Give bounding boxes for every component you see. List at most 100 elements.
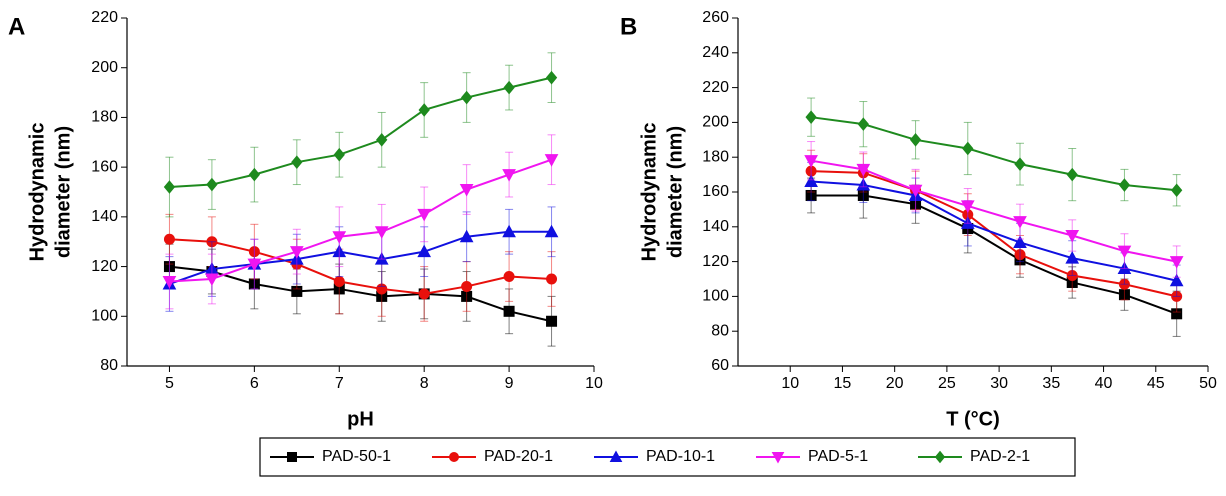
marker	[805, 110, 817, 124]
marker	[934, 450, 946, 464]
x-tick-label: 5	[165, 375, 174, 392]
y-tick-label: 100	[91, 308, 118, 325]
y-tick-label: 140	[702, 218, 729, 235]
x-tick-label: 40	[1095, 375, 1113, 392]
y-tick-label: 160	[702, 183, 729, 200]
marker	[333, 147, 345, 162]
y-axis-label: diameter (nm)	[52, 126, 74, 258]
y-tick-label: 180	[91, 109, 118, 126]
x-tick-label: 30	[990, 375, 1008, 392]
marker	[856, 163, 871, 177]
marker	[289, 246, 304, 259]
y-axis-label: Hydrodynamic	[638, 123, 660, 262]
marker	[804, 174, 818, 188]
y-tick-label: 260	[702, 9, 729, 26]
marker	[417, 208, 432, 222]
y-tick-label: 220	[702, 79, 729, 96]
marker	[163, 180, 176, 194]
marker	[502, 169, 516, 182]
marker	[1014, 157, 1026, 171]
marker	[1117, 245, 1132, 259]
marker	[376, 133, 388, 147]
legend-label: PAD-10-1	[646, 448, 715, 465]
panel-label: A	[8, 13, 25, 40]
y-tick-label: 240	[702, 44, 729, 61]
marker	[460, 90, 473, 105]
series-line	[169, 230, 552, 285]
x-tick-label: 6	[250, 375, 259, 392]
marker	[287, 452, 297, 462]
marker	[546, 273, 558, 285]
x-tick-label: 20	[886, 375, 904, 392]
marker	[206, 177, 218, 192]
marker	[1013, 235, 1027, 248]
marker	[1013, 216, 1027, 229]
marker	[909, 133, 922, 147]
x-axis-label: T (°C)	[946, 408, 1000, 430]
y-tick-label: 120	[91, 258, 118, 275]
marker	[502, 224, 516, 238]
marker	[544, 224, 559, 238]
series-line	[169, 238, 552, 295]
series-line	[169, 76, 552, 189]
x-axis-label: pH	[347, 408, 374, 430]
series-line	[811, 194, 1178, 315]
marker	[771, 452, 785, 464]
marker	[291, 155, 303, 169]
y-tick-label: 120	[702, 253, 729, 270]
y-tick-label: 220	[91, 9, 118, 26]
marker	[205, 273, 219, 287]
marker	[449, 452, 459, 462]
legend-label: PAD-2-1	[970, 448, 1030, 465]
marker	[1171, 183, 1183, 198]
marker	[1066, 167, 1078, 182]
marker	[163, 233, 175, 245]
legend-label: PAD-5-1	[808, 448, 868, 465]
y-tick-label: 160	[91, 158, 118, 175]
x-tick-label: 10	[781, 375, 799, 392]
marker	[1065, 251, 1080, 264]
marker	[545, 70, 558, 85]
x-tick-label: 7	[335, 375, 344, 392]
marker	[857, 117, 869, 131]
marker	[333, 275, 345, 287]
marker	[908, 184, 923, 198]
y-tick-label: 100	[702, 288, 729, 305]
series-line	[811, 180, 1177, 282]
marker	[418, 103, 430, 117]
series-line	[811, 170, 1177, 298]
marker	[609, 450, 623, 462]
marker	[503, 271, 515, 283]
marker	[544, 154, 559, 167]
marker	[248, 167, 261, 182]
x-tick-label: 9	[505, 375, 514, 392]
y-tick-label: 180	[702, 148, 729, 165]
x-tick-label: 10	[585, 375, 603, 392]
marker	[962, 141, 974, 156]
panel-label: B	[620, 13, 637, 40]
y-tick-label: 140	[91, 208, 118, 225]
series-line	[810, 116, 1177, 192]
marker	[459, 229, 474, 243]
legend-box	[259, 437, 1076, 477]
y-axis-label: diameter (nm)	[664, 126, 686, 258]
y-axis-label: Hydrodynamic	[26, 123, 48, 262]
series-line	[169, 158, 552, 283]
marker	[247, 258, 262, 272]
marker	[503, 305, 515, 317]
x-tick-label: 50	[1199, 375, 1217, 392]
x-tick-label: 15	[834, 375, 852, 392]
y-tick-label: 200	[702, 114, 729, 131]
y-tick-label: 80	[711, 322, 729, 339]
marker	[1065, 230, 1080, 243]
legend-label: PAD-50-1	[322, 448, 391, 465]
y-tick-label: 60	[711, 357, 729, 374]
x-tick-label: 25	[938, 375, 956, 392]
series-line	[169, 265, 552, 323]
x-tick-label: 8	[420, 375, 429, 392]
legend-label: PAD-20-1	[484, 448, 553, 465]
series-line	[810, 159, 1177, 263]
marker	[1169, 256, 1184, 269]
y-tick-label: 80	[100, 357, 118, 374]
